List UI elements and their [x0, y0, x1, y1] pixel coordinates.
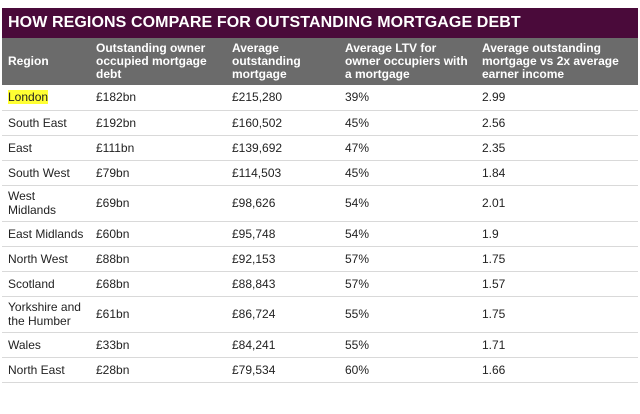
cell-debt: £68bn: [90, 271, 226, 297]
cell-region: Yorkshire and the Humber: [2, 296, 90, 333]
table-row: North East £28bn £79,534 60% 1.66: [2, 357, 638, 383]
header-region: Region: [8, 54, 49, 68]
cell-debt: £69bn: [90, 185, 226, 222]
cell-region: North West: [2, 246, 90, 272]
cell-debt: £60bn: [90, 221, 226, 247]
table-row: East £111bn £139,692 47% 2.35: [2, 135, 638, 161]
cell-region: London: [2, 85, 90, 111]
cell-average: £79,534: [226, 357, 339, 383]
cell-debt: £28bn: [90, 357, 226, 383]
cell-region: Scotland: [2, 271, 90, 297]
table-row: South West £79bn £114,503 45% 1.84: [2, 160, 638, 186]
cell-ltv: 45%: [339, 160, 476, 186]
cell-region: South East: [2, 110, 90, 136]
mortgage-debt-table-panel: HOW REGIONS COMPARE FOR OUTSTANDING MORT…: [2, 8, 638, 383]
cell-ratio: 1.84: [476, 160, 638, 186]
cell-ltv: 57%: [339, 246, 476, 272]
cell-average: £95,748: [226, 221, 339, 247]
header-outstanding-debt: Outstanding owner occupied mortgage debt: [96, 41, 207, 81]
header-average-ltv: Average LTV for owner occupiers with a m…: [345, 41, 468, 81]
cell-average: £86,724: [226, 296, 339, 333]
regions-table: Region Outstanding owner occupied mortga…: [2, 38, 638, 383]
cell-ratio: 2.99: [476, 85, 638, 111]
cell-debt: £182bn: [90, 85, 226, 111]
table-row: London £182bn £215,280 39% 2.99: [2, 85, 638, 111]
cell-average: £139,692: [226, 135, 339, 161]
cell-ltv: 39%: [339, 85, 476, 111]
cell-region: East Midlands: [2, 221, 90, 247]
cell-debt: £79bn: [90, 160, 226, 186]
table-title: HOW REGIONS COMPARE FOR OUTSTANDING MORT…: [2, 8, 638, 38]
cell-debt: £111bn: [90, 135, 226, 161]
cell-region: West Midlands: [2, 185, 90, 222]
cell-ratio: 1.66: [476, 357, 638, 383]
table-row: Wales £33bn £84,241 55% 1.71: [2, 332, 638, 358]
cell-ratio: 2.01: [476, 185, 638, 222]
cell-ltv: 47%: [339, 135, 476, 161]
cell-ratio: 2.56: [476, 110, 638, 136]
table-row: South East £192bn £160,502 45% 2.56: [2, 110, 638, 136]
table-row: Scotland £68bn £88,843 57% 1.57: [2, 271, 638, 297]
cell-ratio: 1.75: [476, 296, 638, 333]
table-row: East Midlands £60bn £95,748 54% 1.9: [2, 221, 638, 247]
highlighted-region-label: London: [8, 90, 49, 105]
header-mortgage-vs-income: Average outstanding mortgage vs 2x avera…: [482, 41, 619, 81]
table-row: Yorkshire and the Humber £61bn £86,724 5…: [2, 296, 638, 333]
cell-ratio: 2.35: [476, 135, 638, 161]
cell-debt: £192bn: [90, 110, 226, 136]
cell-average: £88,843: [226, 271, 339, 297]
header-row: Region Outstanding owner occupied mortga…: [2, 38, 638, 85]
cell-ltv: 54%: [339, 185, 476, 222]
cell-ltv: 60%: [339, 357, 476, 383]
cell-average: £98,626: [226, 185, 339, 222]
cell-region: North East: [2, 357, 90, 383]
cell-ltv: 45%: [339, 110, 476, 136]
cell-ratio: 1.57: [476, 271, 638, 297]
cell-ratio: 1.9: [476, 221, 638, 247]
table-row: North West £88bn £92,153 57% 1.75: [2, 246, 638, 272]
cell-ltv: 54%: [339, 221, 476, 247]
cell-ltv: 55%: [339, 332, 476, 358]
cell-debt: £61bn: [90, 296, 226, 333]
cell-average: £215,280: [226, 85, 339, 111]
cell-ratio: 1.75: [476, 246, 638, 272]
cell-region: South West: [2, 160, 90, 186]
table-row: West Midlands £69bn £98,626 54% 2.01: [2, 185, 638, 222]
cell-region: Wales: [2, 332, 90, 358]
cell-average: £114,503: [226, 160, 339, 186]
cell-debt: £88bn: [90, 246, 226, 272]
cell-ltv: 55%: [339, 296, 476, 333]
cell-ltv: 57%: [339, 271, 476, 297]
cell-average: £92,153: [226, 246, 339, 272]
cell-average: £84,241: [226, 332, 339, 358]
header-average-mortgage: Average outstanding mortgage: [232, 41, 301, 81]
cell-ratio: 1.71: [476, 332, 638, 358]
cell-region: East: [2, 135, 90, 161]
cell-average: £160,502: [226, 110, 339, 136]
cell-debt: £33bn: [90, 332, 226, 358]
